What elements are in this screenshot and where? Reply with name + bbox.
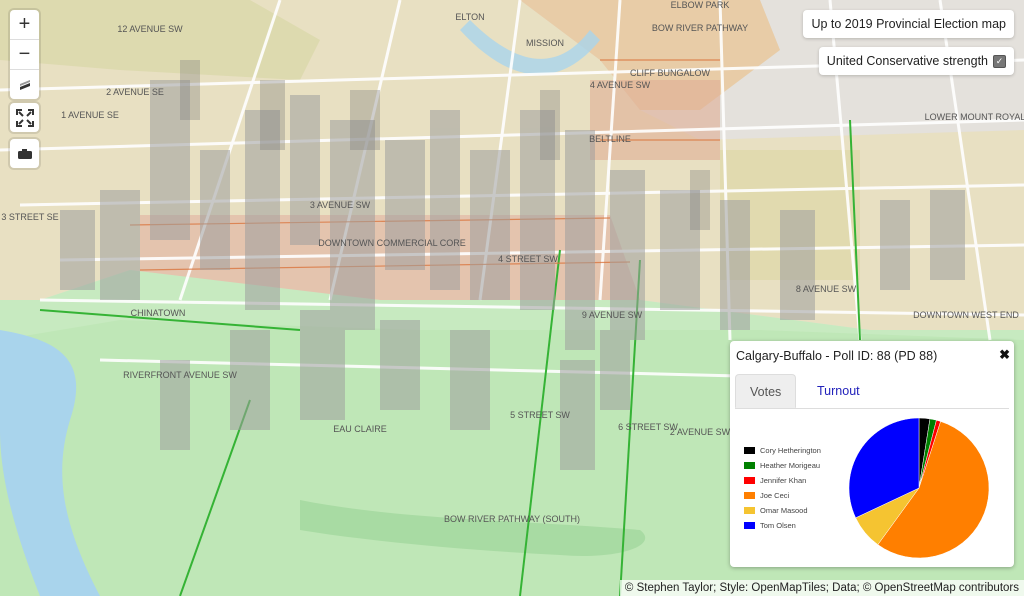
map-label: EAU CLAIRE — [333, 424, 387, 434]
close-icon[interactable]: ✖ — [999, 347, 1010, 362]
election-map-button[interactable]: Up to 2019 Provincial Election map — [803, 10, 1014, 38]
legend-label: Omar Masood — [760, 506, 808, 515]
map-label: CLIFF BUNGALOW — [630, 68, 711, 78]
zoom-controls: + − — [10, 10, 39, 99]
map-label: RIVERFRONT AVENUE SW — [123, 370, 237, 380]
legend-swatch — [744, 462, 755, 469]
map-label: DOWNTOWN COMMERCIAL CORE — [318, 238, 466, 248]
map-label: BELTLINE — [589, 134, 631, 144]
map-label: BOW RIVER PATHWAY (SOUTH) — [444, 514, 580, 524]
compass-icon — [19, 79, 30, 90]
legend-label: Heather Morigeau — [760, 461, 821, 470]
zoom-in-button[interactable]: + — [10, 10, 39, 40]
pie-slice — [848, 417, 920, 519]
popup-title: Calgary-Buffalo - Poll ID: 88 (PD 88) — [736, 349, 938, 363]
legend-label: Cory Hetherington — [760, 446, 821, 455]
map-label: 4 AVENUE SW — [590, 80, 651, 90]
legend-swatch — [744, 447, 755, 454]
map-label: 3 STREET SE — [1, 212, 58, 222]
legend-swatch — [744, 492, 755, 499]
map-label: 2 AVENUE SE — [106, 87, 164, 97]
attribution: © Stephen Taylor; Style: OpenMapTiles; D… — [619, 580, 1024, 596]
fullscreen-control — [10, 103, 39, 132]
legend-swatch — [744, 522, 755, 529]
map-label: 8 AVENUE SW — [796, 284, 857, 294]
map-label: CHINATOWN — [131, 308, 186, 318]
ucp-strength-toggle[interactable]: United Conservative strength ✓ — [818, 47, 1014, 75]
legend-swatch — [744, 477, 755, 484]
camera-button[interactable] — [10, 139, 39, 168]
camera-icon — [17, 148, 32, 159]
legend-label: Jennifer Khan — [760, 476, 807, 485]
legend-item: Heather Morigeau — [744, 458, 821, 473]
tab-turnout[interactable]: Turnout — [817, 384, 860, 398]
map-label: 2 AVENUE SW — [670, 427, 731, 437]
popup-tabs: Votes Turnout — [735, 374, 1009, 409]
map-label: ELTON — [455, 12, 484, 22]
legend-item: Cory Hetherington — [744, 443, 821, 458]
legend-swatch — [744, 507, 755, 514]
legend-label: Tom Olsen — [760, 521, 796, 530]
map-label: BOW RIVER PATHWAY — [652, 23, 748, 33]
pie-legend: Cory Hetherington Heather Morigeau Jennife… — [744, 443, 821, 533]
legend-item: Omar Masood — [744, 503, 821, 518]
fullscreen-icon — [15, 108, 34, 127]
poll-popup: Calgary-Buffalo - Poll ID: 88 (PD 88) ✖ … — [730, 341, 1014, 567]
legend-item: Jennifer Khan — [744, 473, 821, 488]
legend-label: Joe Ceci — [760, 491, 790, 500]
ucp-strength-label: United Conservative strength — [826, 54, 988, 68]
map-label: 5 STREET SW — [510, 410, 570, 420]
map-label: 4 STREET SW — [498, 254, 558, 264]
map-label: 12 AVENUE SW — [117, 24, 183, 34]
zoom-out-button[interactable]: − — [10, 40, 39, 70]
map-label: ELBOW PARK — [671, 0, 730, 10]
map-label: 1 AVENUE SE — [61, 110, 119, 120]
fullscreen-button[interactable] — [10, 103, 39, 132]
map-label: DOWNTOWN WEST END — [913, 310, 1019, 320]
election-map-label: Up to 2019 Provincial Election map — [811, 17, 1006, 31]
compass-button[interactable] — [10, 70, 39, 99]
votes-pie-chart — [848, 417, 990, 559]
legend-item: Tom Olsen — [744, 518, 821, 533]
pie-slice — [877, 421, 990, 559]
map-label: 3 AVENUE SW — [310, 200, 371, 210]
map-label: 6 STREET SW — [618, 422, 678, 432]
map-label: LOWER MOUNT ROYAL — [925, 112, 1024, 122]
checkbox-checked-icon[interactable]: ✓ — [993, 54, 1006, 68]
map-label: 9 AVENUE SW — [582, 310, 643, 320]
tab-votes[interactable]: Votes — [735, 374, 797, 408]
camera-control — [10, 139, 39, 168]
map-label: MISSION — [526, 38, 564, 48]
legend-item: Joe Ceci — [744, 488, 821, 503]
